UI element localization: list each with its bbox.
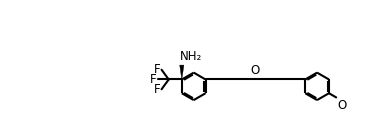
Text: F: F: [150, 73, 156, 86]
Text: O: O: [251, 64, 260, 77]
Text: F: F: [154, 63, 160, 76]
Text: NH₂: NH₂: [180, 50, 202, 63]
Text: O: O: [337, 99, 347, 112]
Polygon shape: [180, 65, 184, 79]
Text: F: F: [154, 83, 160, 96]
